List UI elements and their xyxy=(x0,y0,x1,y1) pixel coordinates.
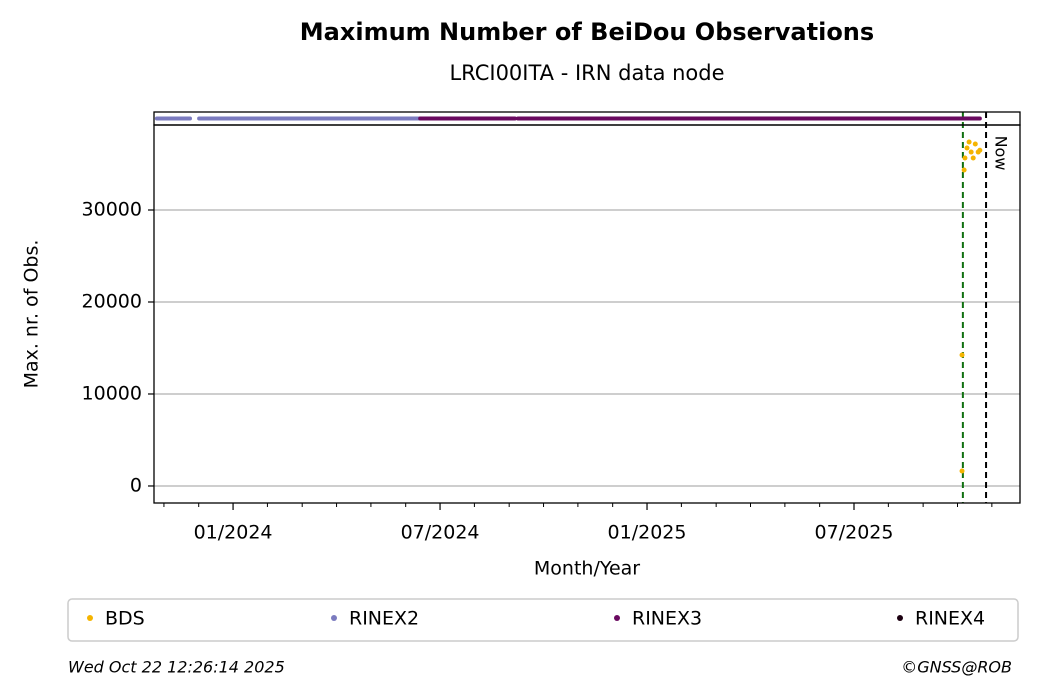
x-tick-label: 01/2025 xyxy=(608,522,687,544)
x-tick-label: 07/2025 xyxy=(815,522,894,544)
legend-marker xyxy=(87,615,93,621)
legend-marker xyxy=(897,615,903,621)
data-point xyxy=(970,155,976,161)
y-axis-label: Max. nr. of Obs. xyxy=(21,240,43,389)
chart-subtitle: LRCI00ITA - IRN data node xyxy=(449,61,724,85)
x-tick-label: 01/2024 xyxy=(194,522,273,544)
timestamp: Wed Oct 22 12:26:14 2025 xyxy=(68,658,285,677)
y-tick-label: 30000 xyxy=(82,199,142,221)
chart-title: Maximum Number of BeiDou Observations xyxy=(300,18,874,46)
legend-label: RINEX3 xyxy=(632,608,702,630)
credit: ©GNSS@ROB xyxy=(901,658,1012,677)
legend-marker xyxy=(331,615,337,621)
data-point xyxy=(959,352,965,358)
legend-marker xyxy=(614,615,620,621)
y-tick-label: 20000 xyxy=(82,290,142,312)
x-tick-label: 07/2024 xyxy=(401,522,480,544)
data-point xyxy=(966,139,972,145)
legend-box xyxy=(67,598,1019,642)
data-point xyxy=(964,145,970,151)
legend-label: RINEX4 xyxy=(915,608,985,630)
data-point xyxy=(972,141,978,147)
x-axis-label: Month/Year xyxy=(534,558,640,580)
strip-frame xyxy=(153,111,1021,126)
data-point xyxy=(977,147,983,153)
reference-label: Now xyxy=(992,136,1011,171)
data-point xyxy=(968,149,974,155)
legend-label: BDS xyxy=(105,608,145,630)
data-point xyxy=(959,468,965,474)
plot-frame xyxy=(153,124,1021,504)
data-point xyxy=(961,167,967,173)
legend-label: RINEX2 xyxy=(349,608,419,630)
y-tick-label: 10000 xyxy=(82,382,142,404)
data-point xyxy=(962,155,968,161)
y-tick-label: 0 xyxy=(130,474,142,496)
